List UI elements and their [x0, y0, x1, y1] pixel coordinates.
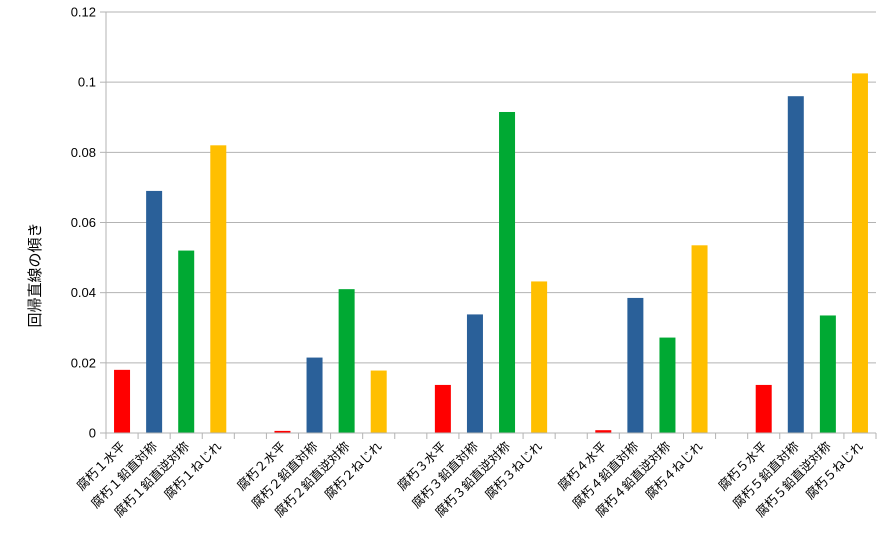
y-tick-label: 0.02	[71, 355, 96, 370]
bar	[659, 337, 676, 433]
bar	[595, 430, 612, 433]
y-tick-label: 0.1	[78, 75, 96, 90]
bars	[114, 73, 868, 434]
bar	[787, 96, 804, 433]
bar	[627, 297, 644, 433]
bar	[434, 384, 451, 433]
y-tick-label: 0.12	[71, 5, 96, 20]
y-tick-label: 0.08	[71, 145, 96, 160]
bar	[114, 369, 131, 433]
y-tick-label: 0	[89, 426, 96, 441]
bar	[370, 370, 387, 433]
gridlines	[100, 11, 876, 434]
bar	[499, 111, 516, 434]
axes	[105, 12, 877, 439]
bar	[466, 314, 483, 433]
bar	[306, 357, 323, 433]
bar	[338, 289, 355, 433]
bar	[851, 73, 868, 433]
bar	[274, 430, 291, 433]
bar	[210, 145, 227, 434]
bar	[531, 281, 548, 433]
bar	[755, 384, 772, 433]
y-tick-label: 0.06	[71, 215, 96, 230]
y-tick-labels: 0 0.02 0.04 0.06 0.08 0.1 0.12	[71, 5, 96, 441]
bar	[691, 245, 708, 433]
y-axis-title: 回帰直線の傾き	[26, 222, 44, 327]
bar	[819, 315, 836, 433]
bar	[178, 250, 195, 433]
y-tick-label: 0.04	[71, 285, 96, 300]
bar	[146, 190, 163, 433]
